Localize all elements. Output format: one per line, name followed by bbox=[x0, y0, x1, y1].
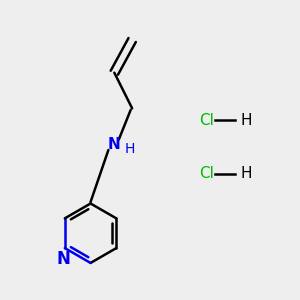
Text: N: N bbox=[108, 136, 121, 152]
Text: H: H bbox=[240, 113, 252, 128]
Text: H: H bbox=[124, 142, 135, 156]
Text: Cl: Cl bbox=[199, 166, 214, 181]
Text: Cl: Cl bbox=[199, 113, 214, 128]
Text: H: H bbox=[240, 166, 252, 181]
Text: N: N bbox=[56, 250, 70, 268]
